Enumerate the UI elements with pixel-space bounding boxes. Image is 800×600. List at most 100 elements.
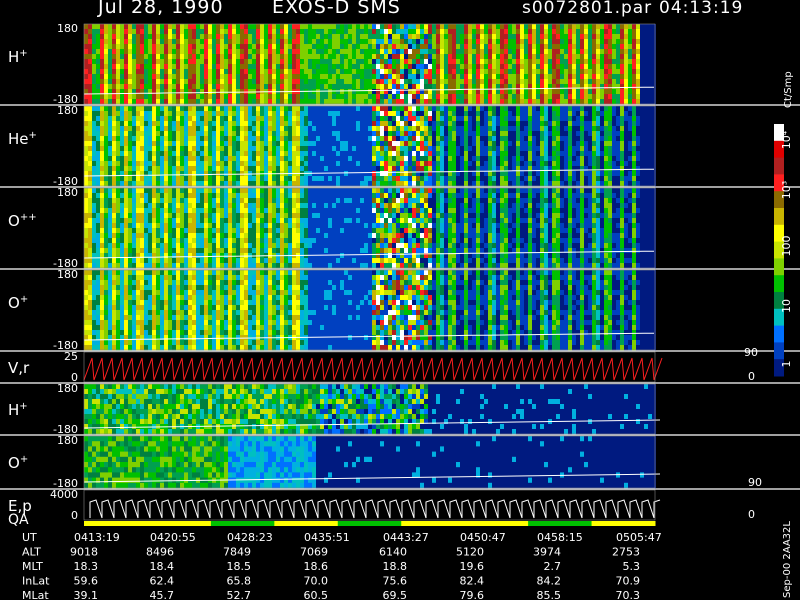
qa-bar-segment-4 (337, 521, 402, 526)
panel-5-label: H+ (8, 401, 28, 419)
panel-6-ymin: -180 (53, 477, 78, 490)
axis-value-3-1: 62.4 (150, 575, 175, 588)
panel-6-label: O+ (8, 454, 28, 472)
axis-value-4-1: 45.7 (150, 589, 175, 600)
axis-value-4-4: 69.5 (383, 589, 408, 600)
axis-value-0-0: 0413:19 (74, 531, 120, 544)
panel-0-ymax: 180 (57, 22, 78, 35)
axis-value-3-6: 84.2 (537, 575, 562, 588)
axis-value-3-4: 75.6 (383, 575, 408, 588)
axis-value-4-0: 39.1 (74, 589, 99, 600)
qa-bar-segment-2 (210, 521, 275, 526)
colorbar-swatch-2 (774, 157, 784, 175)
qa-bar-segment-7 (528, 521, 593, 526)
axis-value-1-4: 6140 (379, 546, 407, 559)
colorbar-swatch-4 (774, 191, 784, 209)
panel-7-label2: QA (8, 512, 29, 528)
qa-bar-segment-1 (147, 521, 212, 526)
panel-4-velocity-trace (83, 357, 663, 381)
panel-3-ymin: -180 (53, 339, 78, 352)
panel-6-right-bottom: 90 (748, 476, 762, 489)
panel-7-right-bottom: 0 (748, 508, 755, 521)
colorbar-swatch-0 (774, 124, 784, 142)
axis-value-3-3: 70.0 (304, 575, 329, 588)
axis-value-0-6: 0458:15 (537, 531, 583, 544)
panel-6-ymax: 180 (57, 434, 78, 447)
panel-6-trace (83, 473, 661, 483)
axis-value-1-2: 7849 (223, 546, 251, 559)
panel-7-energy-trace (89, 499, 661, 519)
panel-7-ymin: 0 (71, 509, 78, 522)
axis-value-4-3: 60.5 (304, 589, 329, 600)
axis-value-1-5: 5120 (456, 546, 484, 559)
panel-6-frame (83, 435, 656, 489)
axis-value-2-1: 18.4 (150, 560, 175, 573)
qa-bar-segment-8 (591, 521, 656, 526)
axis-value-3-0: 59.6 (74, 575, 99, 588)
axis-row-label-alt: ALT (22, 546, 41, 559)
panel-0-ymin: -180 (53, 93, 78, 106)
panel-3-trace (83, 332, 655, 341)
axis-value-3-5: 82.4 (460, 575, 485, 588)
panel-3-spectrogram (84, 270, 656, 351)
panel-5-ymax: 180 (57, 382, 78, 395)
panel-0-frame (83, 23, 656, 105)
axis-row-label-mlt: MLT (22, 560, 43, 573)
axis-row-label-inlat: InLat (22, 575, 50, 588)
colorbar-swatch-7 (774, 241, 784, 259)
axis-value-0-4: 0443:27 (383, 531, 429, 544)
axis-value-1-1: 8496 (146, 546, 174, 559)
colorbar-swatch-6 (774, 224, 784, 243)
colorbar-swatch-12 (774, 325, 784, 343)
panel-2-label: O++ (8, 212, 37, 230)
colorbar-swatch-11 (774, 308, 784, 327)
panel-1-ymin: -180 (53, 175, 78, 188)
panel-5-trace (83, 419, 661, 429)
panel-7-ymax: 4000 (50, 488, 78, 501)
axis-value-2-2: 18.5 (227, 560, 252, 573)
colorbar-tick-4: 1 (780, 361, 793, 368)
panel-3-label: O+ (8, 294, 28, 312)
axis-value-0-3: 0435:51 (304, 531, 350, 544)
panel-1-frame (83, 105, 656, 187)
plot-date: Jul 28, 1990 (98, 0, 224, 18)
panel-2-frame (83, 187, 656, 269)
panel-0-label: H+ (8, 48, 28, 66)
colorbar-unit: Ct/Smp (783, 71, 794, 108)
colorbar-tick-3: 10 (780, 299, 793, 313)
axis-value-0-1: 0420:55 (150, 531, 196, 544)
axis-value-2-4: 18.8 (383, 560, 408, 573)
axis-value-0-7: 0505:47 (616, 531, 662, 544)
panel-4-right-top: 90 (744, 346, 758, 359)
panel-4-right-bottom: 0 (748, 370, 755, 383)
axis-value-2-6: 2.7 (544, 560, 562, 573)
panel-7-frame (83, 489, 656, 521)
panel-5-spectrogram (84, 384, 656, 435)
plot-time: 04:13:19 (659, 0, 744, 18)
axis-value-0-2: 0428:23 (227, 531, 273, 544)
axis-value-4-5: 79.6 (460, 589, 485, 600)
axis-value-4-7: 70.3 (616, 589, 641, 600)
panel-2-spectrogram (84, 188, 656, 269)
panel-4-ymax: 25 (64, 350, 78, 363)
colorbar-swatch-5 (774, 208, 784, 226)
axis-value-2-5: 19.6 (460, 560, 485, 573)
panel-1-label: He+ (8, 130, 37, 148)
side-text: Sep-00 2AA32L (782, 521, 793, 598)
axis-value-0-5: 0450:47 (460, 531, 506, 544)
colorbar-swatch-9 (774, 275, 784, 293)
axis-row-label-mlat: MLat (22, 589, 49, 600)
axis-value-3-2: 65.8 (227, 575, 252, 588)
colorbar-swatch-14 (774, 359, 784, 377)
axis-value-4-2: 52.7 (227, 589, 252, 600)
panel-2-ymax: 180 (57, 186, 78, 199)
colorbar-swatch-3 (774, 174, 784, 192)
axis-value-2-7: 5.3 (623, 560, 641, 573)
panel-1-trace (83, 168, 655, 177)
axis-row-label-ut: UT (22, 531, 37, 544)
panel-5-frame (83, 383, 656, 435)
colorbar-swatch-10 (774, 292, 784, 310)
panel-2-trace (83, 250, 655, 259)
colorbar-tick-0: 10⁴ (780, 130, 793, 149)
